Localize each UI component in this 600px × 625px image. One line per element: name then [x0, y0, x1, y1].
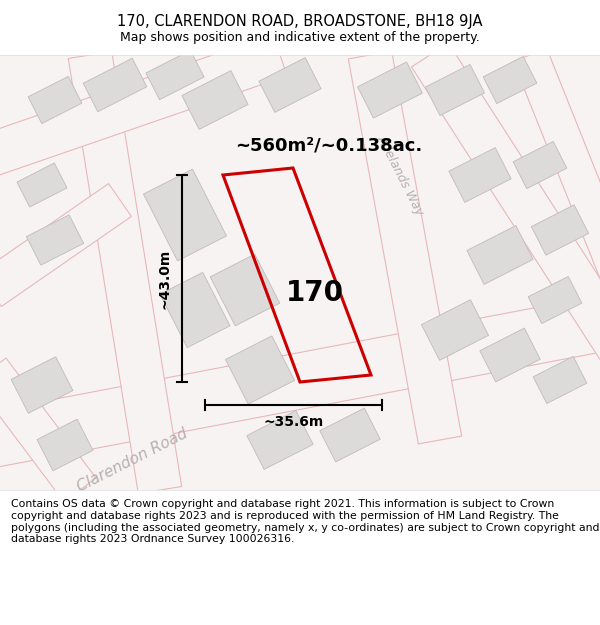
Polygon shape [259, 58, 321, 112]
Polygon shape [358, 62, 422, 118]
Polygon shape [0, 292, 600, 468]
Polygon shape [182, 71, 248, 129]
Text: ~43.0m: ~43.0m [158, 248, 172, 309]
Polygon shape [483, 56, 537, 104]
Text: 170, CLARENDON ROAD, BROADSTONE, BH18 9JA: 170, CLARENDON ROAD, BROADSTONE, BH18 9J… [117, 14, 483, 29]
Polygon shape [480, 328, 540, 382]
Polygon shape [513, 141, 567, 189]
Polygon shape [412, 43, 600, 362]
Text: ~35.6m: ~35.6m [263, 415, 323, 429]
Polygon shape [320, 408, 380, 462]
Polygon shape [513, 48, 600, 287]
Polygon shape [146, 50, 204, 100]
Text: 170: 170 [286, 279, 344, 307]
Polygon shape [467, 226, 533, 284]
Polygon shape [37, 419, 93, 471]
Polygon shape [11, 357, 73, 413]
Polygon shape [210, 254, 280, 326]
Polygon shape [160, 272, 230, 348]
Polygon shape [532, 205, 589, 255]
Polygon shape [0, 184, 131, 306]
Polygon shape [17, 163, 67, 207]
Text: Map shows position and indicative extent of the property.: Map shows position and indicative extent… [120, 31, 480, 44]
Polygon shape [28, 76, 82, 124]
Polygon shape [425, 64, 485, 116]
Polygon shape [0, 34, 287, 176]
Polygon shape [449, 148, 511, 202]
Polygon shape [247, 411, 313, 469]
Polygon shape [26, 215, 83, 265]
Text: Contains OS data © Crown copyright and database right 2021. This information is : Contains OS data © Crown copyright and d… [11, 499, 599, 544]
Polygon shape [226, 336, 295, 404]
Polygon shape [0, 358, 96, 502]
Polygon shape [421, 300, 488, 360]
Text: ~560m²/~0.138ac.: ~560m²/~0.138ac. [235, 136, 422, 154]
Polygon shape [68, 51, 182, 494]
Text: Clarendon Road: Clarendon Road [75, 426, 191, 494]
Polygon shape [533, 356, 587, 404]
Polygon shape [143, 169, 227, 261]
Text: Adelands Way: Adelands Way [374, 132, 426, 218]
Polygon shape [528, 276, 582, 324]
Polygon shape [349, 51, 461, 444]
Polygon shape [83, 58, 147, 112]
